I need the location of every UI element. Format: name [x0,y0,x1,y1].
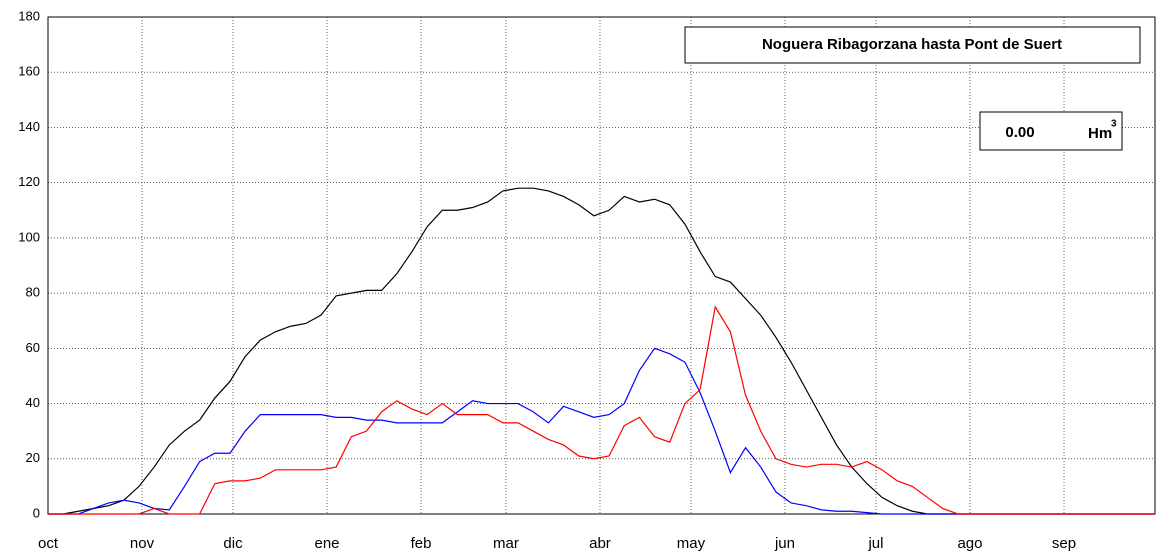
y-tick-label: 80 [26,285,40,300]
x-tick-label: ene [315,535,340,552]
x-tick-label: jun [774,535,795,552]
x-tick-label: sep [1052,535,1076,552]
unit-superscript: 3 [1111,119,1117,130]
y-tick-label: 140 [18,119,40,134]
y-tick-label: 20 [26,450,40,465]
y-tick-label: 120 [18,174,40,189]
y-tick-label: 100 [18,229,40,244]
x-tick-label: ago [957,535,982,552]
x-tick-label: mar [493,535,519,552]
x-tick-label: dic [223,535,243,552]
x-tick-label: feb [411,535,432,552]
y-tick-label: 160 [18,64,40,79]
chart-title: Noguera Ribagorzana hasta Pont de Suert [762,36,1062,53]
x-tick-label: oct [38,535,59,552]
x-tick-label: jul [867,535,883,552]
y-tick-label: 60 [26,340,40,355]
x-tick-label: nov [130,535,155,552]
unit-text: Hm [1088,125,1112,142]
x-tick-label: may [677,535,706,552]
value-text: 0.00 [1005,124,1034,141]
x-tick-label: abr [589,535,611,552]
y-tick-label: 180 [18,8,40,23]
marks [47,16,1155,515]
series-line [48,187,1155,515]
y-tick-label: 40 [26,395,40,410]
value-box [979,111,1123,151]
series-line [48,305,1155,515]
plot-frame [47,16,1156,515]
title-box [684,26,1141,64]
series-line [48,347,1155,515]
y-tick-label: 0 [33,505,40,520]
